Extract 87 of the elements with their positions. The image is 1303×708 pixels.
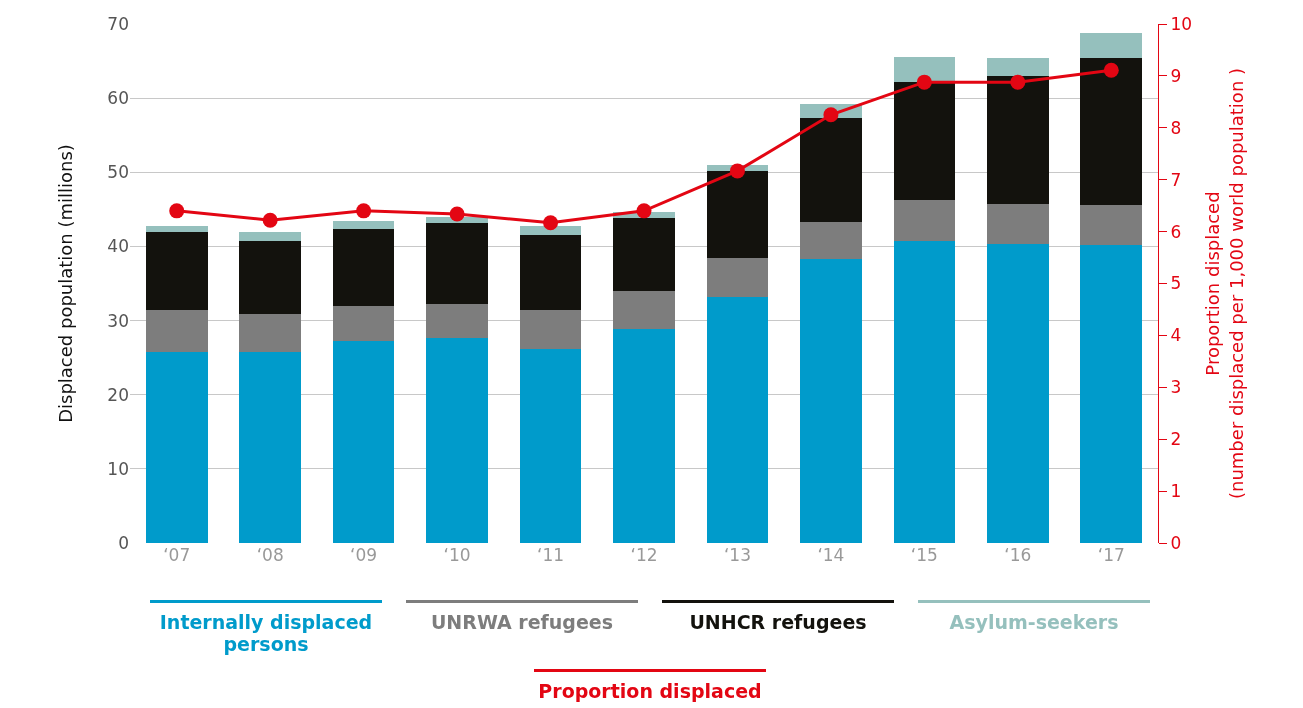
x-tick-label: ‘15 xyxy=(910,545,938,565)
point xyxy=(729,163,745,179)
bar xyxy=(893,199,956,242)
y2-tick-label: 10 xyxy=(1170,13,1193,34)
bar xyxy=(706,296,769,543)
bar xyxy=(613,290,675,329)
y-tick-label: 50 xyxy=(107,162,129,183)
y-tick-label: 20 xyxy=(107,384,129,405)
bar xyxy=(239,313,302,352)
bar xyxy=(145,351,208,543)
text: Asylum-seekers xyxy=(948,611,1120,633)
y2-tick-label: 9 xyxy=(1170,65,1182,86)
y-tick-label: 60 xyxy=(107,88,129,109)
bar xyxy=(1080,32,1143,59)
y2-tick-label: 8 xyxy=(1170,117,1182,138)
bar xyxy=(613,328,675,543)
bar xyxy=(1080,58,1143,205)
x-tick-label: ‘13 xyxy=(723,545,751,565)
y2-tick-label: 6 xyxy=(1170,221,1182,242)
bar xyxy=(800,221,862,260)
y-axis-title: Displaced population (millions) xyxy=(54,144,76,423)
bar xyxy=(519,348,582,543)
y-tick-label: 40 xyxy=(107,236,129,257)
point xyxy=(1010,74,1026,90)
bar xyxy=(332,341,395,543)
point xyxy=(916,74,932,90)
bar xyxy=(332,228,395,306)
bar xyxy=(426,337,488,543)
point xyxy=(449,206,465,222)
bar xyxy=(613,218,675,291)
bar xyxy=(706,258,769,297)
y2-tick-label: 0 xyxy=(1170,532,1182,553)
text: UNRWA refugees xyxy=(429,611,615,633)
bar xyxy=(239,232,302,242)
bar xyxy=(706,170,769,259)
bar xyxy=(800,118,862,222)
y-tick-label: 30 xyxy=(107,310,129,331)
bar xyxy=(986,244,1049,543)
y-tick-label: 70 xyxy=(107,13,129,34)
point xyxy=(543,215,559,231)
bar xyxy=(986,58,1049,76)
bar xyxy=(519,310,582,349)
x-tick-label: ‘12 xyxy=(630,545,658,565)
x-tick-label: ‘10 xyxy=(443,545,471,565)
x-tick-label: ‘14 xyxy=(817,545,845,565)
bar xyxy=(986,204,1049,245)
text: Internally displaced persons xyxy=(158,611,374,655)
bar xyxy=(1080,204,1143,245)
bar xyxy=(426,222,488,305)
y2-tick-label: 2 xyxy=(1170,429,1182,450)
bar xyxy=(893,56,956,82)
bar xyxy=(145,232,208,311)
bar xyxy=(800,259,862,543)
point xyxy=(262,212,278,228)
y2-tick-label: 5 xyxy=(1170,273,1182,294)
y2-tick-label: 3 xyxy=(1170,377,1182,398)
y2-tick-label: 7 xyxy=(1170,169,1182,190)
point xyxy=(356,203,372,219)
bar xyxy=(519,235,582,311)
point xyxy=(823,107,839,123)
bar xyxy=(145,225,208,233)
y2-tick-label: 4 xyxy=(1170,325,1182,346)
x-tick-label: ‘17 xyxy=(1097,545,1125,565)
point xyxy=(636,203,652,219)
x-tick-label: ‘08 xyxy=(256,545,284,565)
point xyxy=(1103,62,1119,78)
text: Proportion displaced xyxy=(537,680,763,702)
bar xyxy=(893,81,956,200)
x-tick-label: ‘11 xyxy=(537,545,565,565)
x-tick-label: ‘09 xyxy=(350,545,378,565)
x-tick-label: ‘16 xyxy=(1004,545,1032,565)
bar xyxy=(145,310,208,352)
bar xyxy=(1080,244,1143,543)
y-tick-label: 0 xyxy=(118,532,129,553)
bar xyxy=(332,305,395,342)
bar xyxy=(986,75,1049,205)
bar xyxy=(893,241,956,543)
y2-axis-title: Proportion displaced (number displaced per 1,000 world population ) xyxy=(1202,67,1247,500)
x-tick-label: ‘07 xyxy=(163,545,191,565)
bar xyxy=(332,221,395,229)
text: UNHCR refugees xyxy=(688,611,868,633)
y-tick-label: 10 xyxy=(107,458,129,479)
y2-tick-label: 1 xyxy=(1170,481,1182,502)
bar xyxy=(426,304,488,338)
point xyxy=(169,203,185,219)
bar xyxy=(239,241,302,314)
bar xyxy=(239,351,302,543)
